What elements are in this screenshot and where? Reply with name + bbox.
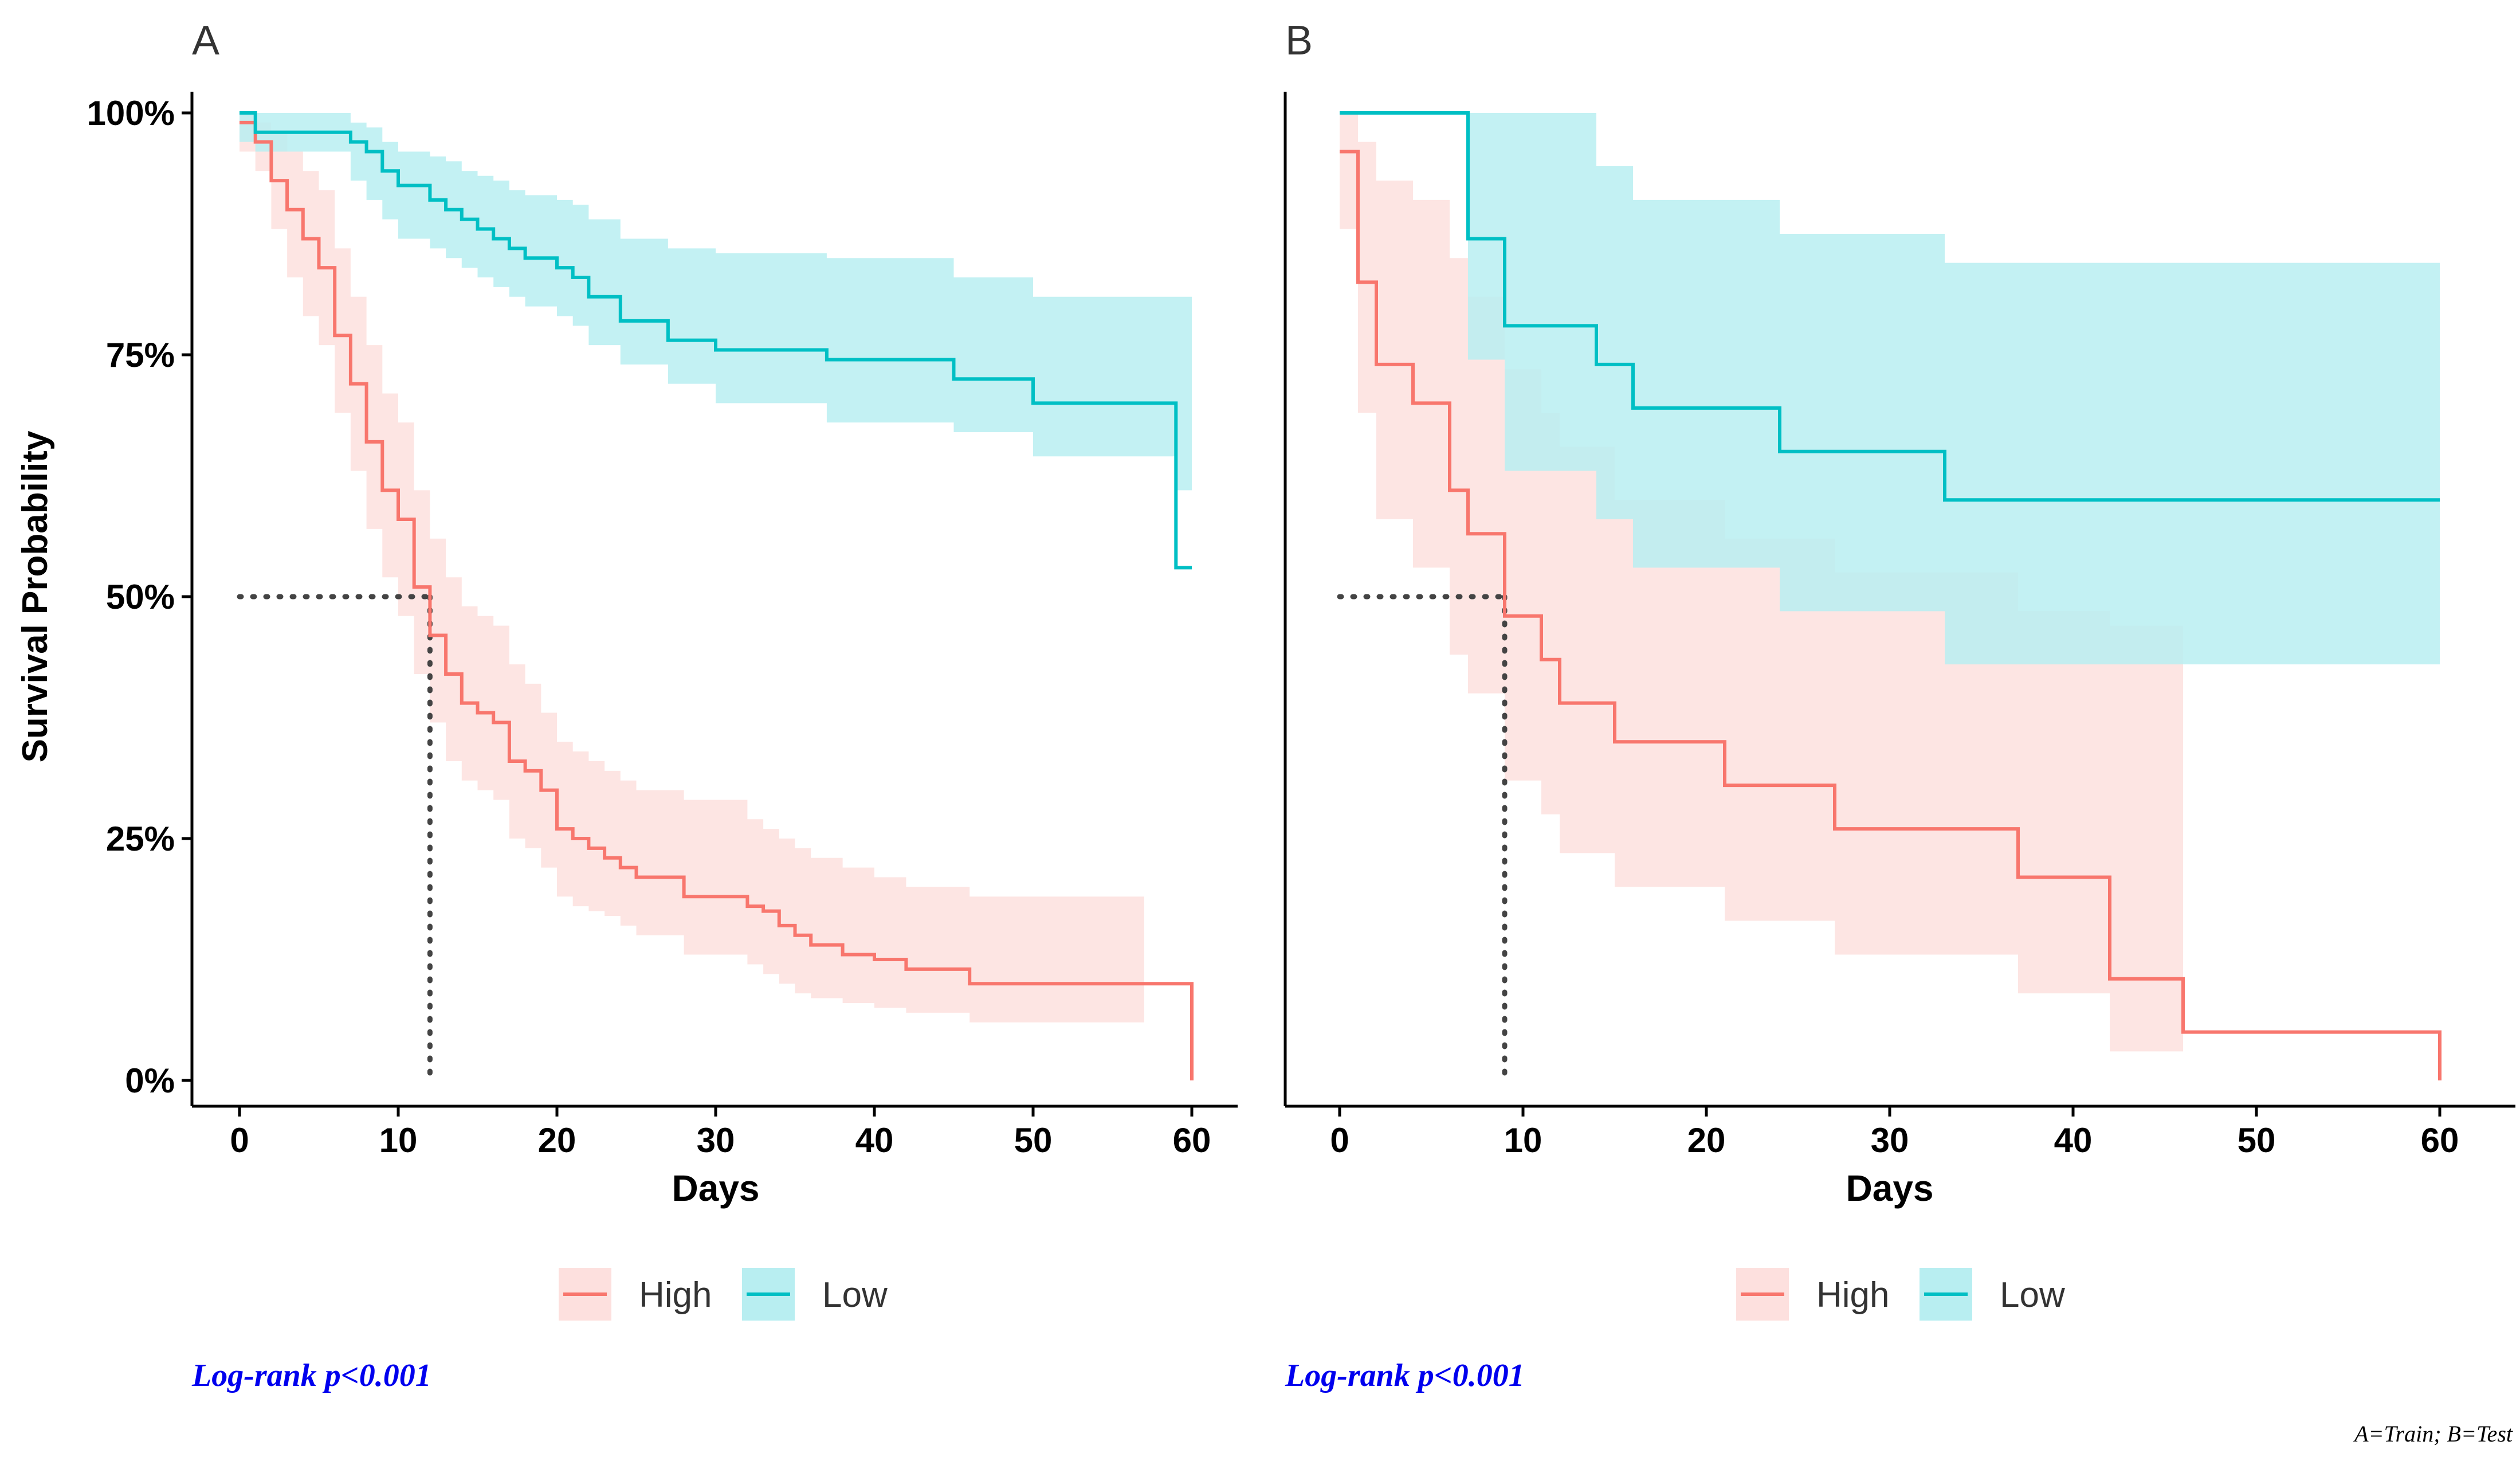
x-tick-label: 20 — [538, 1121, 576, 1160]
x-tick-label: 50 — [1014, 1121, 1053, 1160]
panel-letter: A — [192, 18, 219, 64]
low-survival-curve — [1340, 111, 2440, 502]
x-tick-label: 30 — [1871, 1121, 1909, 1160]
x-tick-label: 60 — [2421, 1121, 2459, 1160]
low-ci-band — [1340, 113, 2440, 665]
x-tick-label: 40 — [855, 1121, 894, 1160]
low-ci-band — [240, 113, 1192, 796]
x-axis-label: Days — [1846, 1168, 1934, 1209]
x-tick-label: 10 — [1504, 1121, 1542, 1160]
high-ci-band — [1340, 113, 2183, 1052]
high-survival-curve — [240, 120, 1194, 1080]
legend-low-label: Low — [822, 1275, 888, 1315]
pvalue-label: Log-rank p<0.001 — [191, 1358, 431, 1393]
high-survival-curve — [1340, 150, 2442, 1080]
x-tick-label: 30 — [697, 1121, 735, 1160]
x-tick-label: 50 — [2238, 1121, 2276, 1160]
x-tick-label: 10 — [379, 1121, 418, 1160]
panel-a: A 0 10 20 30 40 50 60 Days 0% 25% 50% 75% 100% Surviva… — [15, 18, 1238, 1393]
y-tick-label: 25% — [106, 820, 175, 858]
x-tick-label: 20 — [1687, 1121, 1726, 1160]
y-tick-label: 0% — [125, 1062, 175, 1100]
pvalue-label: Log-rank p<0.001 — [1285, 1358, 1525, 1393]
y-tick-label: 50% — [106, 578, 175, 616]
legend-high-label: High — [639, 1275, 712, 1315]
legend-high-label: High — [1816, 1275, 1890, 1315]
x-tick-label: 60 — [1173, 1121, 1211, 1160]
low-survival-curve — [240, 111, 1192, 570]
caption: A=Train; B=Test — [2353, 1421, 2513, 1447]
y-axis-label: Survival Probability — [15, 430, 55, 762]
y-tick-label: 75% — [106, 336, 175, 374]
x-axis-label: Days — [672, 1168, 760, 1209]
legend-low-label: Low — [2000, 1275, 2065, 1315]
panel-letter: B — [1285, 18, 1313, 64]
x-tick-label: 0 — [1330, 1121, 1349, 1160]
panel-b: B 0 10 20 30 40 50 60 Days High Low Log-rank p<0.00… — [1283, 18, 2515, 1393]
x-tick-label: 40 — [2054, 1121, 2093, 1160]
high-ci-band — [240, 113, 1144, 1023]
x-tick-label: 0 — [230, 1121, 249, 1160]
y-tick-label: 100% — [87, 94, 175, 132]
